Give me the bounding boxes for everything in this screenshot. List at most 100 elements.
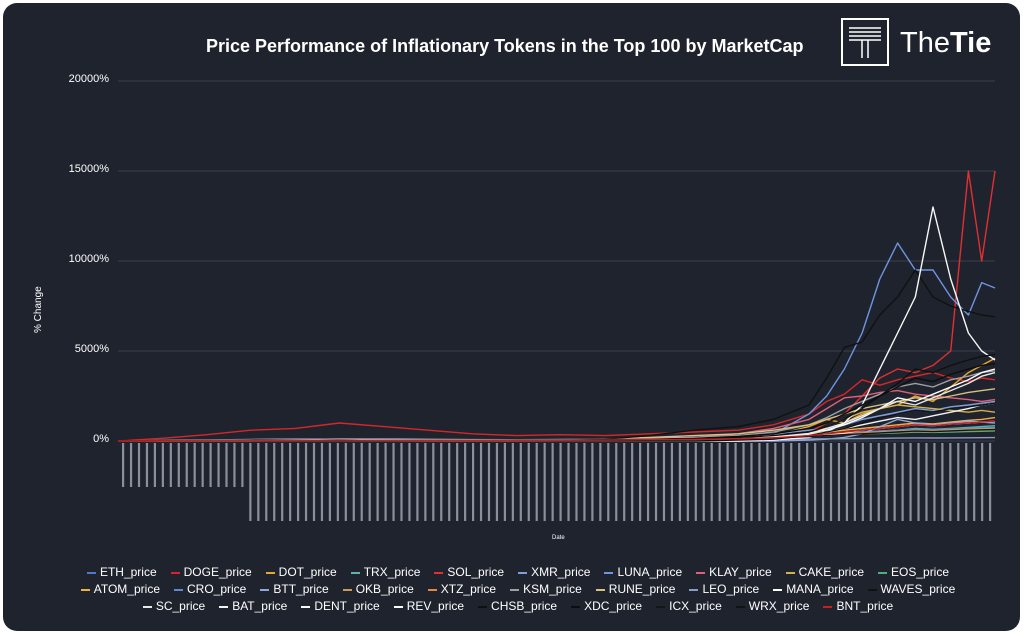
- legend-item[interactable]: SOL_price: [434, 564, 504, 581]
- legend-swatch-icon: [696, 571, 706, 574]
- legend-item[interactable]: CAKE_price: [785, 564, 864, 581]
- y-tick-label: 10000%: [68, 253, 109, 265]
- x-tick-label: [734, 443, 737, 521]
- legend-swatch-icon: [878, 571, 887, 574]
- x-tick-label: [901, 443, 904, 521]
- x-tick-label: [416, 443, 419, 521]
- legend-label: REV_price: [406, 599, 465, 613]
- x-tick-label: [702, 443, 705, 521]
- legend-label: MANA_price: [786, 582, 854, 596]
- legend-item[interactable]: CHSB_price: [478, 598, 557, 615]
- series-line-doge-price: [117, 371, 996, 442]
- x-tick-label: [368, 443, 371, 521]
- legend-label: LUNA_price: [617, 565, 683, 579]
- x-tick-label: [909, 443, 912, 521]
- x-tick-label: [861, 443, 864, 521]
- legend-label: SC_price: [155, 599, 206, 613]
- x-tick-label: [607, 443, 610, 521]
- legend-item[interactable]: MANA_price: [773, 581, 854, 598]
- legend-item[interactable]: ICX_price: [656, 598, 722, 615]
- legend-swatch-icon: [350, 571, 360, 574]
- x-tick-label: [257, 443, 260, 521]
- legend-item[interactable]: OKB_price: [342, 581, 414, 598]
- x-tick-label: [225, 443, 228, 487]
- x-tick-label: [758, 443, 761, 521]
- legend-item[interactable]: REV_price: [393, 598, 465, 615]
- legend-label: TRX_price: [363, 565, 421, 579]
- x-tick-label: [344, 443, 347, 521]
- x-tick-label: [981, 443, 984, 521]
- x-tick-label: [122, 443, 125, 487]
- x-tick-label: [177, 443, 180, 487]
- legend-item[interactable]: XMR_price: [518, 564, 590, 581]
- x-tick-label: [654, 443, 658, 521]
- legend-item[interactable]: CRO_price: [174, 581, 246, 598]
- x-tick-label: [893, 443, 896, 521]
- x-tick-label: [798, 443, 801, 521]
- x-tick-label: [161, 443, 164, 487]
- x-tick-label: [877, 443, 880, 521]
- legend-label: DOT_price: [278, 565, 337, 579]
- legend-item[interactable]: XTZ_price: [427, 581, 496, 598]
- legend-label: ATOM_price: [93, 582, 160, 596]
- x-tick-label: [869, 443, 872, 521]
- legend-label: XDC_price: [584, 599, 643, 613]
- legend-item[interactable]: TRX_price: [350, 564, 421, 581]
- legend-label: KSM_price: [523, 582, 582, 596]
- legend-label: ICX_price: [669, 599, 722, 613]
- legend-label: RUNE_price: [608, 582, 676, 596]
- legend-item[interactable]: LUNA_price: [604, 564, 682, 581]
- x-tick-label: [471, 443, 475, 521]
- x-tick-label: [853, 443, 856, 521]
- x-tick-label: [495, 443, 499, 521]
- legend-item[interactable]: DOT_price: [265, 564, 337, 581]
- legend-item[interactable]: RUNE_price: [595, 581, 676, 598]
- legend-item[interactable]: XDC_price: [571, 598, 642, 615]
- x-tick-label: [806, 443, 809, 521]
- legend-label: CAKE_price: [798, 565, 864, 579]
- legend-item[interactable]: WRX_price: [735, 598, 809, 615]
- legend-item[interactable]: BNT_price: [823, 598, 893, 615]
- legend-item[interactable]: DENT_price: [301, 598, 380, 615]
- x-tick-label: [837, 443, 841, 521]
- x-tick-label: [185, 443, 188, 487]
- legend-item[interactable]: DOGE_price: [170, 564, 252, 581]
- x-tick-label: [646, 443, 650, 521]
- logo-mark-icon: [849, 27, 881, 58]
- legend-item[interactable]: SC_price: [142, 598, 206, 615]
- legend-item[interactable]: BTT_price: [260, 581, 329, 598]
- legend-item[interactable]: KSM_price: [510, 581, 582, 598]
- legend-item[interactable]: ETH_price: [86, 564, 157, 581]
- legend-label: SOL_price: [447, 565, 505, 579]
- legend-item[interactable]: BAT_price: [219, 598, 287, 615]
- x-tick-label: [686, 443, 689, 521]
- legend-item[interactable]: EOS_price: [878, 564, 949, 581]
- legend-label: DENT_price: [314, 599, 380, 613]
- legend-item[interactable]: LEO_price: [689, 581, 759, 598]
- legend-item[interactable]: KLAY_price: [696, 564, 772, 581]
- legend-label: CRO_price: [187, 582, 247, 596]
- x-tick-label: [933, 443, 936, 521]
- x-tick-label: [718, 443, 721, 521]
- x-tick-label: [408, 443, 411, 521]
- x-tick-label: [750, 443, 753, 521]
- legend-swatch-icon: [773, 588, 783, 591]
- x-tick-label: [845, 443, 849, 521]
- x-tick-label: [201, 443, 204, 487]
- x-tick-label: [217, 443, 220, 487]
- x-tick-label: [829, 443, 833, 521]
- x-tick-label: [678, 443, 681, 521]
- x-tick-label: [766, 443, 769, 521]
- x-tick-label: [193, 443, 196, 487]
- legend-swatch-icon: [342, 588, 352, 591]
- x-tick-label: [336, 443, 339, 521]
- x-tick-label: [726, 443, 729, 521]
- x-tick-label: [392, 443, 395, 521]
- x-tick-label: [448, 443, 451, 521]
- legend-label: BTT_price: [273, 582, 329, 596]
- x-tick-label: [670, 443, 674, 521]
- legend-item[interactable]: WAVES_price: [867, 581, 955, 598]
- legend-item[interactable]: ATOM_price: [80, 581, 160, 598]
- x-tick-label: [782, 443, 785, 521]
- legend-swatch-icon: [301, 605, 311, 608]
